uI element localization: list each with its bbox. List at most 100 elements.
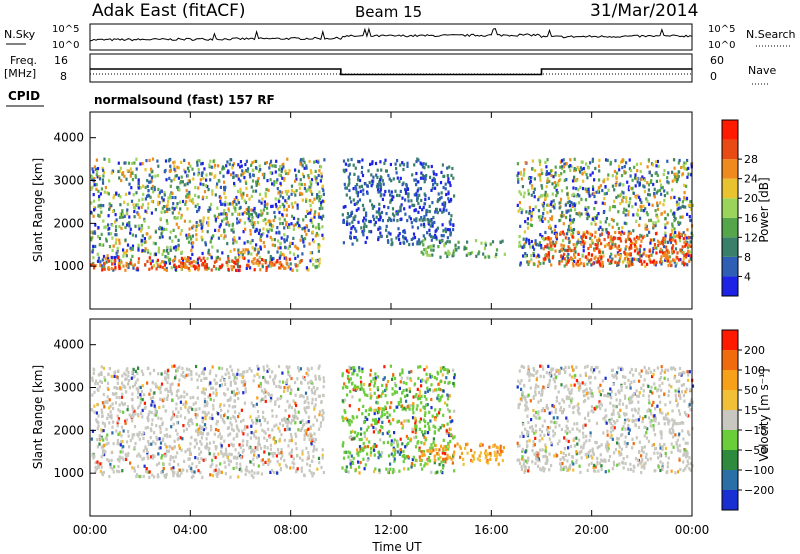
power-cell — [691, 203, 694, 207]
power-cell — [176, 202, 179, 206]
vel-cell — [146, 470, 149, 474]
power-cell — [451, 254, 454, 258]
vel-cell — [246, 469, 249, 473]
vel-cell — [229, 416, 232, 420]
power-cell — [557, 183, 560, 187]
vel-cell — [276, 397, 279, 401]
power-cell — [256, 258, 259, 262]
power-cell — [546, 253, 549, 258]
power-cell — [590, 253, 594, 257]
vel-cell — [234, 405, 237, 409]
power-cell — [342, 220, 345, 224]
power-cell — [118, 258, 121, 263]
power-cell — [98, 194, 101, 199]
power-cell — [654, 232, 658, 236]
power-cell — [166, 203, 169, 207]
vel-cell — [146, 425, 149, 430]
power-cell — [271, 243, 274, 247]
vel-cell — [275, 454, 278, 458]
power-cell — [172, 202, 175, 206]
vel-cell — [316, 387, 319, 391]
power-cell — [586, 176, 589, 180]
power-cell — [683, 166, 686, 170]
vel-cell — [307, 415, 310, 419]
power-cell — [524, 161, 527, 165]
power-cell — [418, 241, 421, 245]
vel-cell — [407, 419, 410, 423]
power-cell — [572, 231, 575, 235]
power-cell — [353, 202, 356, 206]
vel-cell — [218, 366, 221, 370]
power-cell — [145, 159, 148, 163]
vel-cell — [195, 364, 198, 369]
power-cell — [422, 222, 426, 226]
power-cell — [118, 169, 121, 173]
vel-cell — [419, 365, 422, 369]
vel-cell — [180, 471, 183, 475]
power-cell — [566, 232, 569, 236]
power-cell — [235, 174, 238, 178]
vel-cell — [187, 457, 190, 461]
power-cell — [678, 258, 681, 262]
power-cell — [609, 239, 612, 243]
power-cell — [447, 197, 450, 201]
vel-cell — [226, 368, 229, 372]
power-cell — [550, 241, 553, 245]
power-cell — [360, 170, 363, 174]
vel-cell — [307, 451, 310, 455]
vel-cell — [95, 418, 98, 422]
vel-cell — [172, 466, 175, 470]
power-cell — [634, 173, 637, 177]
power-cell — [202, 176, 205, 181]
vel-cell — [290, 450, 293, 454]
power-cell — [188, 180, 191, 184]
vel-cell — [147, 456, 150, 460]
power-cell — [131, 178, 134, 182]
vel-cell — [204, 387, 207, 391]
power-cell — [621, 159, 624, 164]
vel-cell — [414, 445, 418, 449]
power-cell — [569, 168, 572, 173]
vel-cell — [292, 399, 295, 403]
power-cell — [655, 179, 658, 183]
power-cell — [403, 230, 407, 235]
vel-cell — [307, 386, 310, 390]
power-cell — [278, 256, 281, 260]
power-cell — [616, 222, 619, 226]
power-cell — [420, 250, 423, 254]
vel-cell — [100, 428, 103, 432]
power-cell — [425, 213, 428, 217]
vel-cell — [296, 454, 299, 458]
power-cell — [173, 160, 176, 164]
power-cell — [674, 247, 678, 251]
power-cell — [640, 254, 643, 258]
power-cell — [290, 192, 293, 196]
vel-cell — [113, 465, 116, 469]
vel-cell — [125, 377, 128, 381]
power-cell — [561, 210, 564, 214]
power-cell — [558, 219, 561, 223]
vel-cell — [396, 442, 399, 446]
vel-cell — [288, 403, 291, 407]
power-cell — [241, 212, 244, 216]
vel-cell — [173, 471, 176, 475]
vel-cell — [125, 457, 128, 461]
vel-cell — [246, 440, 249, 444]
vel-cell — [124, 377, 127, 381]
power-cell — [124, 161, 127, 165]
vel-cell — [220, 451, 223, 455]
power-cell — [584, 212, 587, 216]
power-cell — [146, 248, 149, 253]
vel-cell — [102, 429, 105, 433]
power-cell — [398, 232, 401, 236]
power-cell — [412, 232, 416, 236]
vel-cell — [220, 470, 223, 474]
vel-cell — [157, 446, 160, 450]
vel-cell — [380, 407, 383, 411]
vel-cell — [166, 449, 169, 453]
power-cell — [621, 226, 624, 230]
vel-cell — [401, 426, 404, 430]
power-cell — [252, 225, 255, 229]
power-cell — [279, 241, 282, 245]
power-cell — [274, 202, 277, 207]
